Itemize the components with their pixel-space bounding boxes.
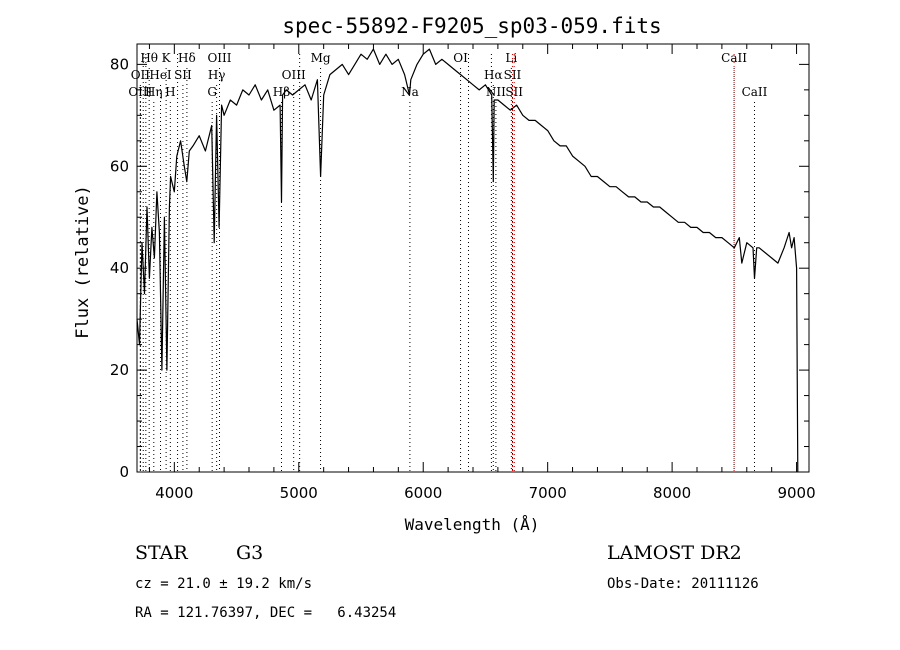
line-label: OII [131, 68, 151, 82]
chart-title: spec-55892-F9205_sp03-059.fits [282, 14, 661, 38]
y-tick-label: 80 [110, 55, 129, 73]
object-subclass: G3 [236, 542, 264, 564]
line-label: Hη [145, 85, 163, 99]
spectrum-line [136, 48, 799, 473]
line-label: Hθ [140, 51, 158, 65]
survey-name: LAMOST DR2 [607, 542, 742, 564]
line-label: NII [486, 85, 506, 99]
x-tick-label: 8000 [653, 484, 691, 502]
y-tick-label: 60 [110, 157, 129, 175]
spectrum-series [136, 48, 799, 473]
x-tick-label: 9000 [777, 484, 815, 502]
line-label: OI [453, 51, 468, 65]
x-tick-label: 7000 [529, 484, 567, 502]
y-tick-label: 40 [110, 259, 129, 277]
x-tick-label: 5000 [280, 484, 318, 502]
line-label: CaII [721, 51, 747, 65]
line-label: Hβ [273, 85, 290, 99]
plot-axes: 4000 5000 6000 7000 8000 9000 0 20 40 60 80 [110, 43, 816, 502]
observation-date: Obs-Date: 20111126 [607, 576, 759, 592]
line-label: Li [505, 51, 517, 65]
line-label: Hα [484, 68, 503, 82]
line-label: Mg [311, 51, 331, 65]
line-label: K [162, 51, 172, 65]
line-label: Hγ [208, 68, 226, 82]
y-tick-label: 0 [119, 463, 129, 481]
line-label: OIII [282, 68, 306, 82]
line-label: G [207, 85, 217, 99]
line-label: Hδ [178, 51, 196, 65]
y-tick-label: 20 [110, 361, 129, 379]
coordinates-readout: RA = 121.76397, DEC = 6.43254 [135, 605, 397, 621]
x-tick-label: 6000 [404, 484, 442, 502]
line-label: SII [174, 68, 192, 82]
line-label: HeI [149, 68, 172, 82]
x-axis-label: Wavelength (Å) [405, 515, 540, 534]
x-tick-label: 4000 [155, 484, 193, 502]
line-label: H [165, 85, 175, 99]
redshift-readout: cz = 21.0 ± 19.2 km/s [135, 576, 313, 592]
object-class: STAR [135, 542, 188, 564]
line-label: OIII [128, 85, 152, 99]
line-label: SII [505, 85, 523, 99]
spectral-line-markers [139, 54, 755, 472]
plot-frame [136, 43, 810, 473]
line-label: SII [504, 68, 522, 82]
line-label: CaII [742, 85, 768, 99]
y-axis-label: Flux (relative) [73, 185, 93, 339]
line-label: OIII [207, 51, 231, 65]
